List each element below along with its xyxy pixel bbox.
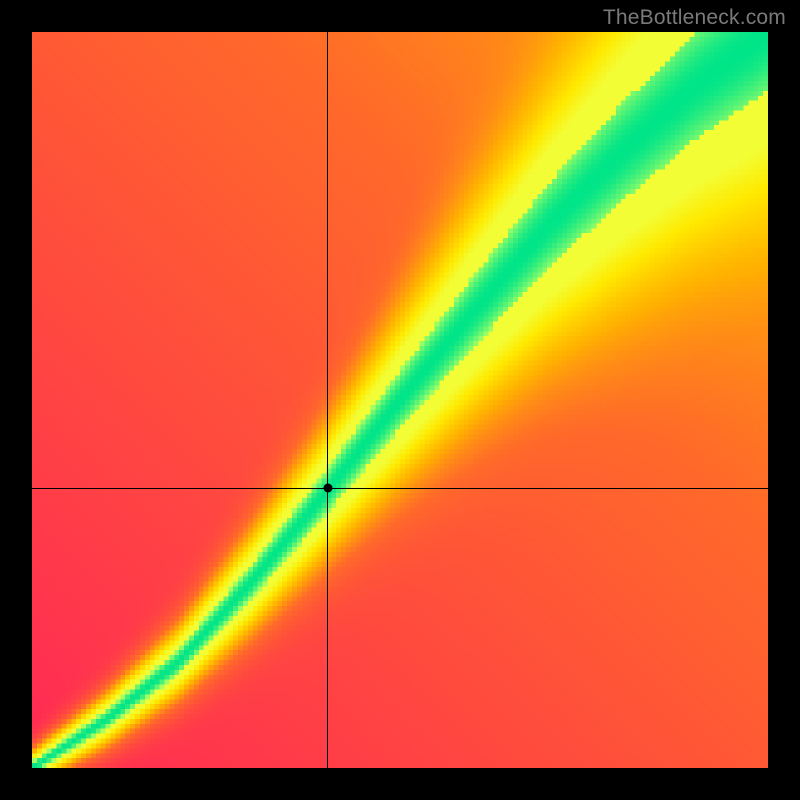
heatmap-canvas — [32, 32, 768, 768]
crosshair-horizontal — [32, 488, 768, 489]
watermark-text: TheBottleneck.com — [603, 6, 786, 30]
chart-frame: TheBottleneck.com — [0, 0, 800, 800]
selection-marker — [323, 484, 332, 493]
crosshair-vertical — [327, 32, 328, 768]
bottleneck-heatmap — [32, 32, 768, 768]
